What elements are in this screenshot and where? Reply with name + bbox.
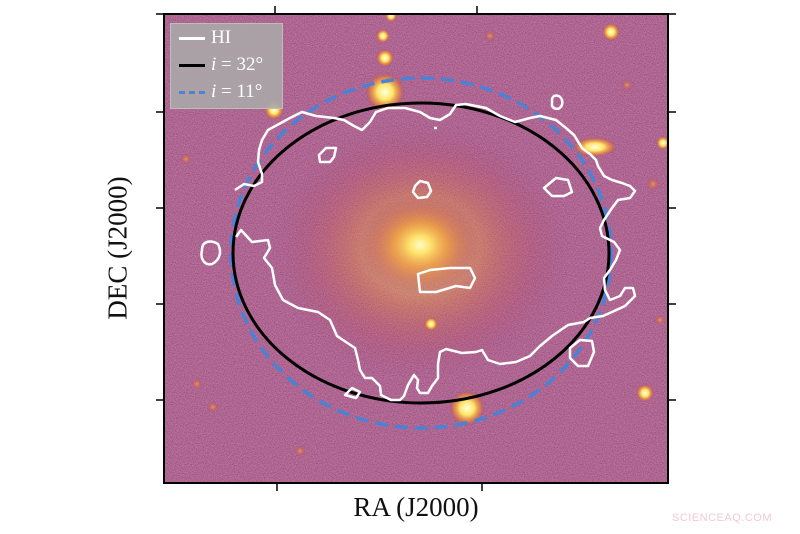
legend: HI i = 32° i = 11° bbox=[170, 23, 283, 109]
legend-line-hi bbox=[179, 36, 205, 40]
legend-item-i11: i = 11° bbox=[179, 80, 262, 104]
ellipse-i32 bbox=[231, 101, 611, 405]
axis-ticks bbox=[156, 6, 676, 491]
legend-item-i32: i = 32° bbox=[179, 53, 263, 77]
ellipse-i11 bbox=[229, 76, 613, 430]
legend-item-hi: HI bbox=[179, 26, 231, 50]
legend-label-i11: i = 11° bbox=[211, 81, 263, 102]
plot-frame bbox=[163, 13, 669, 484]
legend-line-i32 bbox=[179, 63, 205, 67]
watermark: SCIENCEAQ.COM bbox=[671, 512, 772, 524]
legend-line-i11 bbox=[179, 90, 205, 94]
y-axis-label: DEC (J2000) bbox=[102, 176, 133, 320]
hi-contour bbox=[200, 94, 637, 402]
legend-label-hi: HI bbox=[211, 27, 232, 48]
x-axis-label: RA (J2000) bbox=[353, 492, 479, 522]
legend-label-i32: i = 32° bbox=[211, 54, 264, 75]
